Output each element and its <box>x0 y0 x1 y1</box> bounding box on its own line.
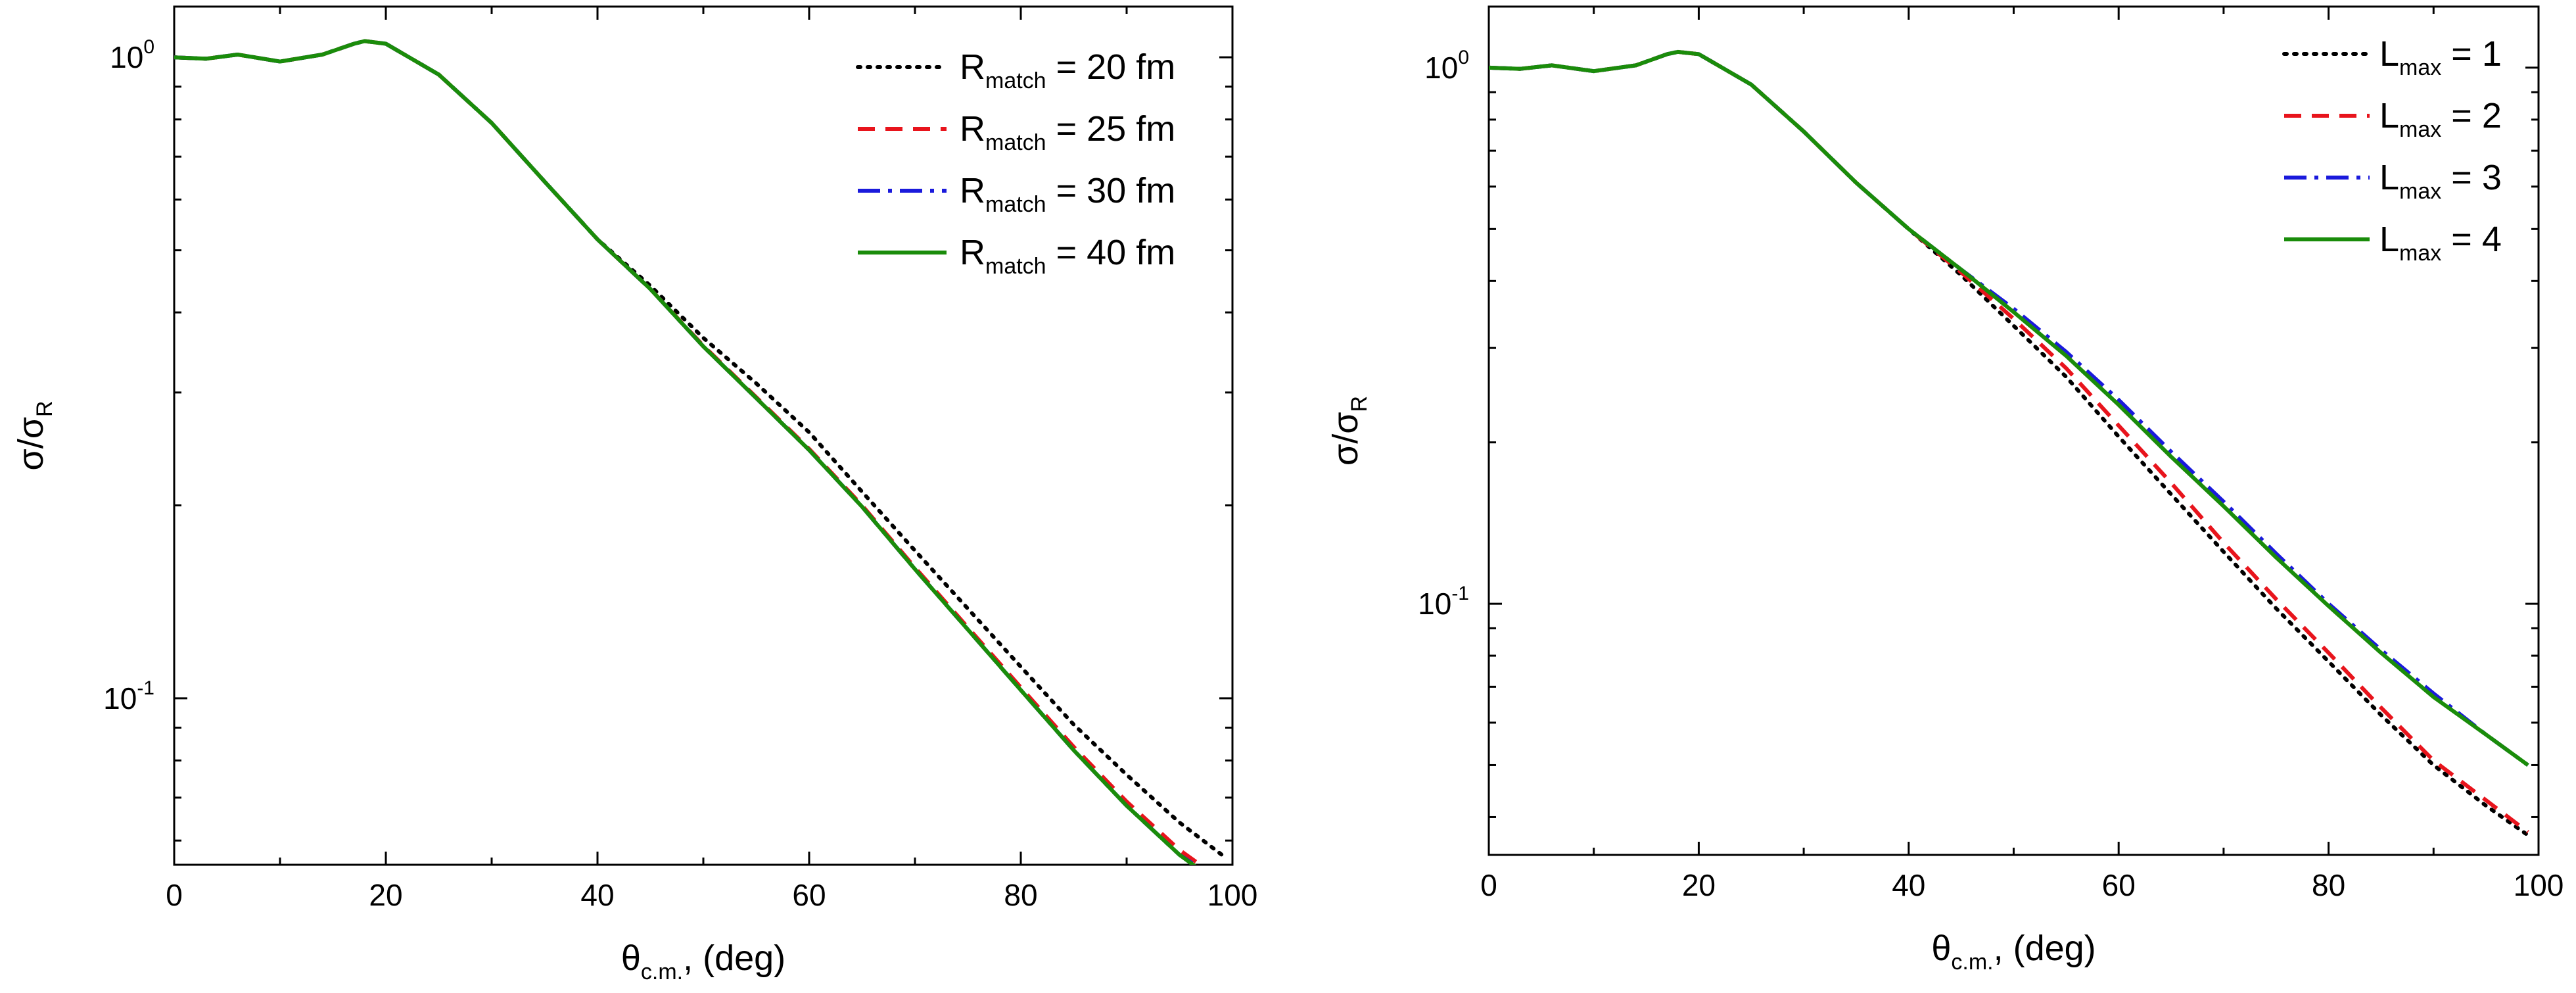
series-line <box>174 39 1198 865</box>
x-axis-label: θc.m., (deg) <box>1931 929 2096 975</box>
series-line <box>1489 49 2530 838</box>
x-tick-label: 40 <box>1892 868 1925 902</box>
y-axis-label: σ/σR <box>11 400 57 470</box>
x-axis-label: θc.m., (deg) <box>621 938 785 984</box>
y-tick-label: 10-1 <box>1418 583 1469 621</box>
legend-label: Lmax = 2 <box>2379 96 2502 142</box>
x-tick-label: 0 <box>1480 868 1497 902</box>
legend-label: Rmatch = 20 fm <box>960 47 1175 93</box>
legend-label: Rmatch = 25 fm <box>960 109 1175 155</box>
x-tick-label: 80 <box>1004 878 1037 912</box>
legend-label: Lmax = 3 <box>2379 158 2502 204</box>
series-line <box>1489 49 2529 767</box>
legend-label: Lmax = 4 <box>2379 220 2502 266</box>
chart-left: 0 20 40 60 80 100 100 10-1 θc.m., (deg) σ/σR Rmatc… <box>11 5 1258 984</box>
legend-label: Lmax = 1 <box>2379 34 2502 80</box>
series-line <box>174 39 1197 865</box>
chart-right: 0 20 40 60 80 100 100 10-1 θc.m., (deg) σ/σR Lmax … <box>1326 5 2564 975</box>
y-tick-label: 10-1 <box>103 677 154 715</box>
x-tick-label: 100 <box>2514 868 2564 902</box>
x-tick-label: 100 <box>1207 878 1258 912</box>
x-tick-label: 60 <box>2102 868 2136 902</box>
legend: Lmax = 1 Lmax = 2 Lmax = 3 Lmax = 4 <box>2282 34 2502 266</box>
legend-label: Rmatch = 30 fm <box>960 171 1175 217</box>
series-line <box>1489 49 2529 834</box>
x-tick-label: 80 <box>2312 868 2345 902</box>
x-tick-label: 20 <box>369 878 402 912</box>
x-tick-label: 40 <box>580 878 614 912</box>
y-tick-label: 100 <box>1424 47 1469 85</box>
x-tick-label: 60 <box>792 878 826 912</box>
legend-label: Rmatch = 40 fm <box>960 233 1175 279</box>
legend: Rmatch = 20 fm Rmatch = 25 fm Rmatch = 30 … <box>856 47 1175 279</box>
y-axis-label: σ/σR <box>1326 396 1372 466</box>
series-line <box>174 39 1224 857</box>
series-line <box>174 39 1204 865</box>
y-tick-label: 100 <box>110 36 154 74</box>
series-line <box>1489 49 2529 767</box>
x-tick-label: 20 <box>1682 868 1716 902</box>
x-tick-label: 0 <box>166 878 183 912</box>
